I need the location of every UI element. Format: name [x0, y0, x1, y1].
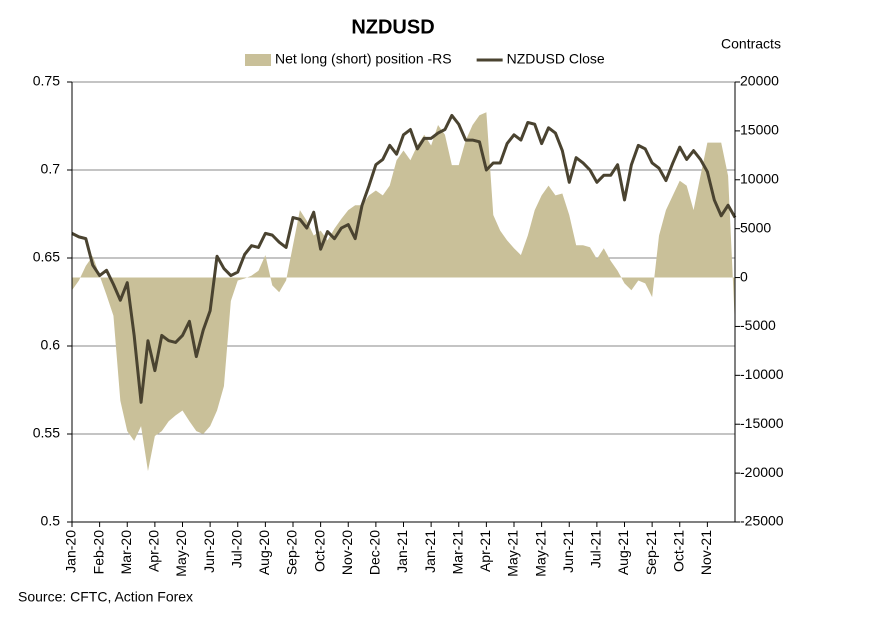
legend-swatch [245, 54, 271, 66]
y2-tick-label: 15000 [740, 122, 779, 138]
y2-tick-label: -5000 [740, 317, 776, 333]
x-tick-label: Jul-21 [588, 530, 604, 568]
y2-tick-label: -20000 [740, 464, 784, 480]
y2-tick-label: -10000 [740, 366, 784, 382]
x-tick-label: Dec-20 [367, 530, 383, 575]
x-tick-label: Mar-21 [449, 530, 465, 575]
y2-tick-label: -15000 [740, 415, 784, 431]
area [72, 112, 735, 472]
x-tick-label: Oct-21 [670, 530, 686, 572]
y2-axis-label: Contracts [721, 36, 781, 52]
x-tick-label: Jan-21 [394, 530, 410, 573]
chart-title: NZDUSD [351, 16, 434, 38]
x-tick-label: Jan-20 [63, 530, 79, 573]
x-tick-label: Nov-20 [339, 530, 355, 575]
legend-label: Net long (short) position -RS [275, 51, 452, 67]
x-tick-label: Jan-21 [422, 530, 438, 573]
x-tick-label: Feb-20 [90, 530, 106, 575]
y-tick-label: 0.7 [41, 161, 61, 177]
x-tick-label: Aug-20 [256, 530, 272, 575]
y2-tick-label: -25000 [740, 513, 784, 529]
x-tick-label: May-21 [532, 530, 548, 577]
y-tick-label: 0.5 [41, 513, 61, 529]
y2-tick-label: 0 [740, 268, 748, 284]
y2-tick-label: 20000 [740, 73, 779, 89]
y2-tick-label: 10000 [740, 170, 779, 186]
x-tick-label: Mar-20 [118, 530, 134, 575]
x-tick-label: Sep-20 [284, 530, 300, 575]
y-tick-label: 0.6 [41, 337, 61, 353]
line [71, 113, 737, 404]
source: Source: CFTC, Action Forex [18, 589, 193, 605]
x-tick-label: Jun-21 [560, 530, 576, 573]
x-tick-label: May-21 [505, 530, 521, 577]
x-tick-label: Jun-20 [201, 530, 217, 573]
x-tick-label: Sep-21 [643, 530, 659, 575]
x-tick-label: Apr-21 [477, 530, 493, 572]
x-tick-label: Nov-21 [698, 530, 714, 575]
y-tick-label: 0.75 [33, 73, 60, 89]
y2-tick-label: 5000 [740, 219, 771, 235]
x-tick-label: Aug-21 [615, 530, 631, 575]
x-tick-label: May-20 [173, 530, 189, 577]
y-tick-label: 0.55 [33, 425, 60, 441]
x-tick-label: Jul-20 [228, 530, 244, 568]
x-tick-label: Apr-20 [146, 530, 162, 572]
legend-label: NZDUSD Close [507, 51, 605, 67]
x-tick-label: Oct-20 [311, 530, 327, 572]
y-tick-label: 0.65 [33, 249, 60, 265]
